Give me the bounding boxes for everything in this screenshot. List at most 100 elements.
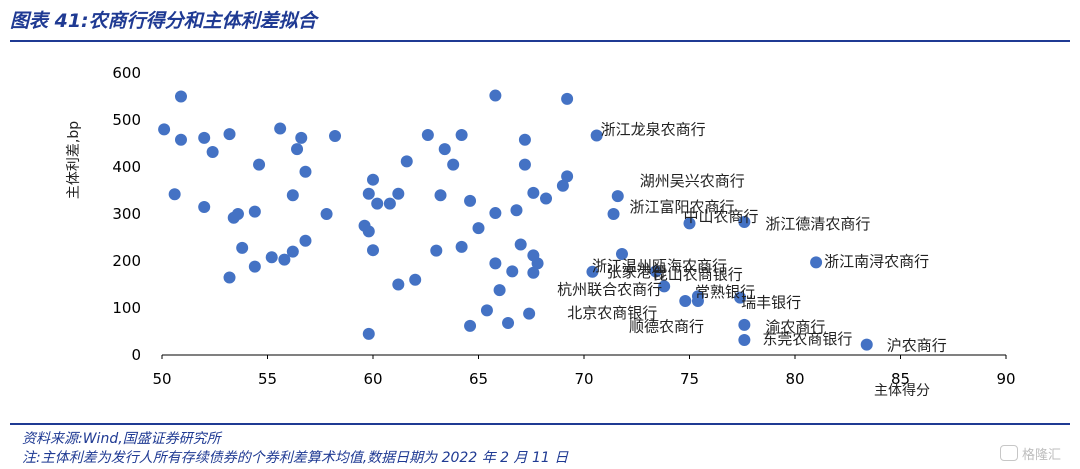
point-label: 浙江温州瓯海农商行 [592,257,727,275]
scatter-point [392,187,405,200]
scatter-point [447,158,460,171]
scatter-point [489,207,502,220]
scatter-point [556,179,569,192]
x-tick-label: 65 [469,370,488,388]
scatter-point [734,291,747,304]
scatter-point [455,240,468,253]
source-note: 资料来源:Wind,国盛证券研究所 [22,431,221,447]
scatter-point [371,197,384,210]
scatter-point [518,158,531,171]
scatter-point [434,189,447,202]
point-label: 浙江南浔农商行 [824,252,929,270]
scatter-point [679,294,692,307]
point-label: 东莞农商银行 [762,330,852,348]
scatter-point [248,260,261,273]
scatter-point [295,131,308,144]
y-axis-label: 主体利差,bp [66,121,82,199]
scatter-point [362,187,375,200]
y-tick-label: 300 [112,205,141,223]
y-tick-label: 100 [112,299,141,317]
point-label: 顺德农商行 [629,317,704,335]
data-note: 注:主体利差为发行人所有存续债券的个券利差算术均值,数据日期为 2022 年 2… [22,450,569,466]
point-label: 湖州吴兴农商行 [640,172,745,190]
point-label: 张家港行 [606,263,666,281]
scatter-point [611,190,624,203]
scatter-point [286,189,299,202]
scatter-point [510,204,523,217]
y-tick-label: 500 [112,111,141,129]
scatter-point [649,265,662,278]
x-tick-label: 50 [152,370,171,388]
point-label: 浙江德清农商行 [765,215,870,233]
scatter-point [198,200,211,213]
scatter-point [174,90,187,103]
scatter-point [540,192,553,205]
scatter-point [683,217,696,230]
x-tick-label: 55 [258,370,277,388]
point-label: 浙江富阳农商行 [630,198,735,216]
figure-title: 图表 41:农商行得分和主体利差拟合 [10,10,317,32]
scatter-point [430,244,443,257]
scatter-point [168,188,181,201]
title-divider [10,40,1070,42]
scatter-point [523,307,536,320]
scatter-point [329,129,342,142]
chart-points [158,89,873,351]
scatter-point [590,129,603,142]
y-tick-label: 600 [112,64,141,82]
watermark: 格隆汇 [1000,443,1072,463]
scatter-point [438,143,451,156]
point-label: 沪农商行 [887,337,947,355]
scatter-point [198,131,211,144]
scatter-point [206,145,219,158]
scatter-point [502,317,515,330]
scatter-point [320,208,333,220]
scatter-point [236,241,249,254]
scatter-point [531,257,544,270]
x-tick-label: 85 [891,370,910,388]
point-label: 浙江龙泉农商行 [601,121,706,139]
scatter-point [362,327,375,340]
scatter-point [265,251,278,264]
scatter-point [860,338,873,351]
scatter-point [253,158,266,171]
scatter-point [658,280,671,293]
scatter-point [400,155,413,168]
point-label: 常熟银行 [695,283,755,301]
scatter-point [464,194,477,207]
x-axis-label: 主体得分 [874,382,930,399]
scatter-point [518,133,531,146]
chart-axes: 50 55 60 65 70 75 80 85 90 0 100 200 300 400 500 600 [112,64,1015,388]
scatter-point [738,318,751,331]
scatter-point [174,133,187,146]
scatter-point [409,273,422,286]
scatter-point [158,123,171,136]
scatter-point [291,143,304,156]
point-label: 中山农商行 [684,207,759,225]
x-tick-label: 60 [363,370,382,388]
scatter-point [367,244,379,257]
scatter-point [472,222,485,235]
scatter-point [299,165,312,178]
x-tick-label: 90 [996,370,1015,388]
x-tick-label: 70 [574,370,593,388]
scatter-point [223,128,236,141]
scatter-point [274,122,287,135]
scatter-point [362,225,375,238]
scatter-point [607,208,620,220]
scatter-point [223,271,236,284]
point-label: 瑞丰银行 [741,294,801,312]
watermark-text: 格隆汇 [1022,448,1062,463]
scatter-point [455,129,468,142]
scatter-point [367,173,379,186]
scatter-point [278,253,291,266]
y-tick-label: 0 [131,346,141,364]
scatter-point [586,265,599,278]
scatter-point [691,294,704,307]
scatter-point [231,208,244,220]
scatter-point [506,265,519,278]
point-label: 渝农商行 [765,318,825,336]
y-tick-label: 200 [112,252,141,270]
